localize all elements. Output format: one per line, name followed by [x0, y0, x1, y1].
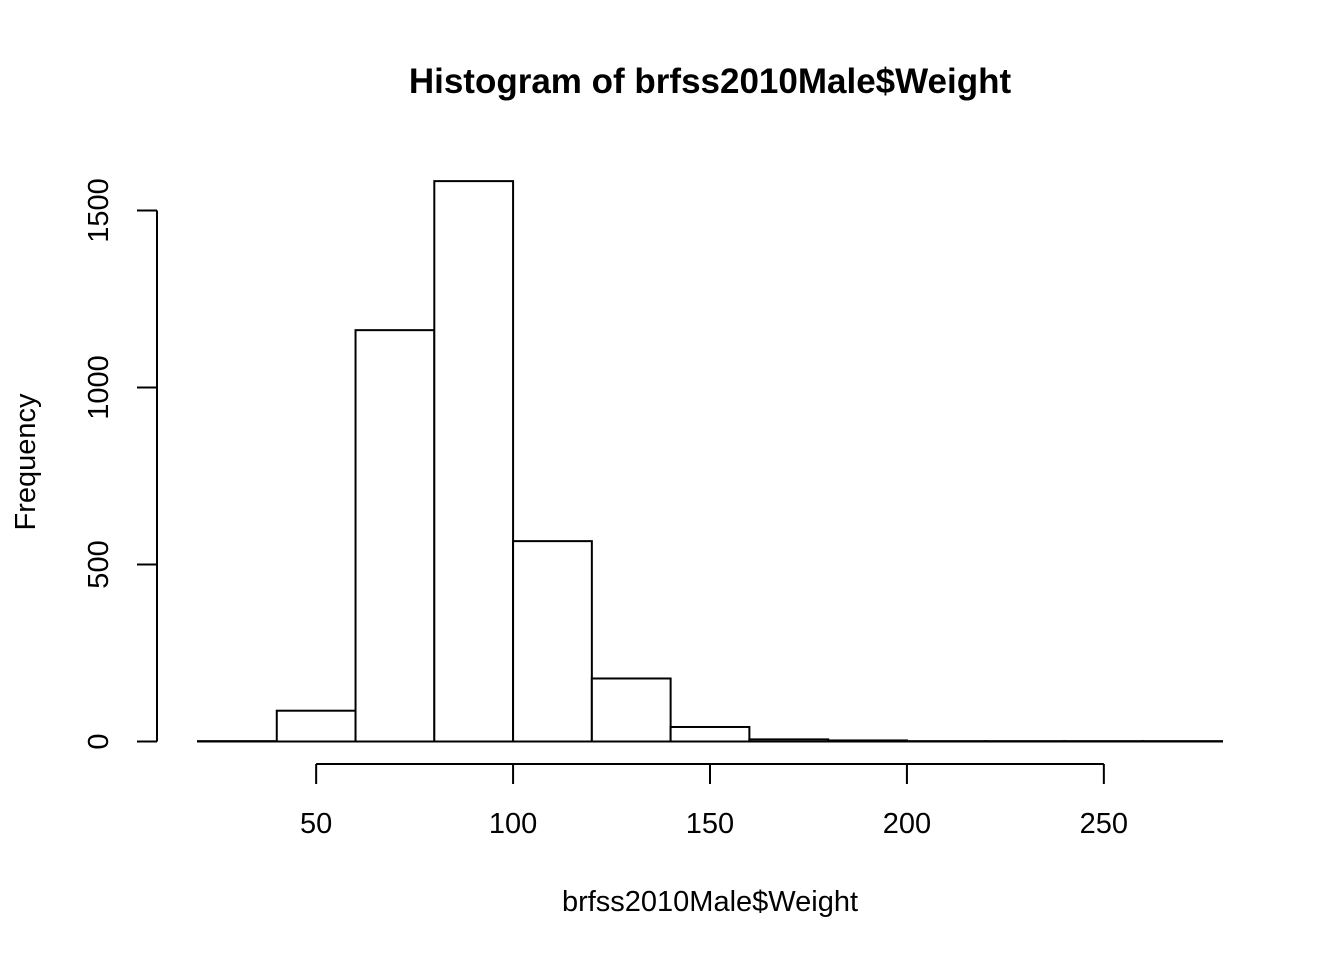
x-axis-label: brfss2010Male$Weight — [562, 886, 858, 918]
x-tick-label: 200 — [883, 808, 931, 840]
x-tick-label: 50 — [300, 808, 332, 840]
x-tick-label: 100 — [489, 808, 537, 840]
histogram-bar — [590, 677, 672, 743]
bars-group — [197, 180, 1223, 743]
histogram-bar — [433, 180, 515, 743]
y-tick-label: 0 — [83, 733, 115, 749]
y-axis: 0 500 1000 1500 — [83, 178, 158, 750]
histogram-bar — [354, 329, 436, 743]
x-tick-label: 250 — [1080, 808, 1128, 840]
y-tick-label: 1000 — [83, 355, 115, 420]
x-tick-label: 150 — [686, 808, 734, 840]
chart-title: Histogram of brfss2010Male$Weight — [409, 62, 1012, 101]
x-axis: 50 100 150 200 250 — [300, 763, 1128, 840]
y-tick-label: 1500 — [83, 178, 115, 243]
histogram-bar — [827, 739, 908, 743]
y-axis-label: Frequency — [10, 393, 42, 531]
histogram-bar — [275, 709, 357, 743]
histogram-bar — [748, 738, 830, 743]
histogram-bar — [512, 540, 593, 743]
y-tick-label: 500 — [83, 540, 115, 588]
histogram-bar — [669, 725, 751, 743]
